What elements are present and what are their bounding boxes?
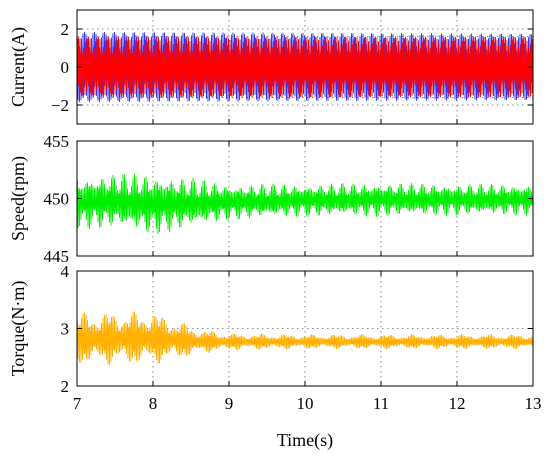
y-axis-label: Speed(rpm) bbox=[8, 156, 29, 241]
plot-frame bbox=[76, 270, 534, 387]
x-tick-label: 11 bbox=[373, 394, 389, 413]
y-tick-label: 3 bbox=[61, 320, 70, 339]
chart-panels: −2 0 2 Current(A) 445 450 455 Speed(rpm) 2 3 4 Torq… bbox=[8, 9, 542, 451]
chart-panel-2: 2 3 4 Torque(N·m) 7 8 9 10 11 12 13 Time(s) bbox=[8, 262, 542, 451]
series-line-0 bbox=[76, 173, 534, 234]
y-tick-label: 2 bbox=[61, 377, 70, 396]
y-axis-label: Current(A) bbox=[8, 27, 29, 107]
x-tick-label: 7 bbox=[73, 394, 82, 413]
x-tick-label: 10 bbox=[297, 394, 314, 413]
x-tick-label: 9 bbox=[225, 394, 234, 413]
x-tick-label: 8 bbox=[149, 394, 158, 413]
y-tick-label: 0 bbox=[61, 58, 70, 77]
y-tick-label: −2 bbox=[51, 96, 69, 115]
y-tick-label: 450 bbox=[44, 190, 70, 209]
chart-panel-1: 445 450 455 Speed(rpm) bbox=[8, 132, 534, 266]
chart-panel-0: −2 0 2 Current(A) bbox=[8, 9, 534, 125]
x-tick-label: 13 bbox=[525, 394, 542, 413]
series-line-1 bbox=[76, 36, 534, 98]
y-tick-label: 2 bbox=[61, 20, 70, 39]
y-tick-label: 455 bbox=[44, 132, 70, 151]
y-tick-label: 4 bbox=[61, 262, 70, 281]
series-line-0 bbox=[76, 311, 534, 366]
y-axis-label: Torque(N·m) bbox=[8, 281, 29, 377]
x-axis-label: Time(s) bbox=[277, 430, 333, 451]
x-tick-label: 12 bbox=[449, 394, 466, 413]
y-tick-label: 445 bbox=[44, 247, 70, 266]
